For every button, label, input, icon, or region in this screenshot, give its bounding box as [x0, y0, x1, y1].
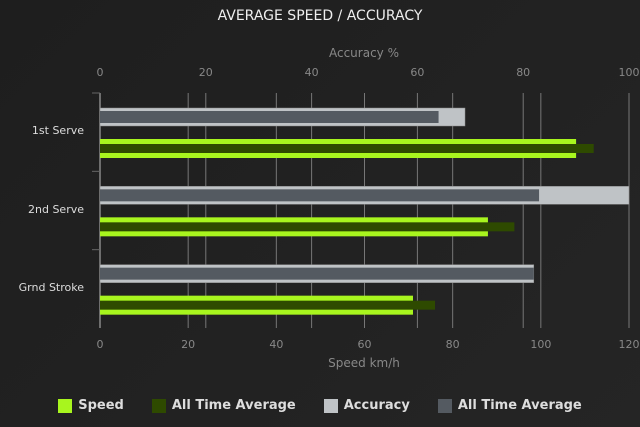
bar-speed-average — [100, 222, 515, 232]
top-tick-label: 20 — [198, 66, 213, 79]
top-tick-label: 0 — [96, 66, 104, 79]
legend-swatch — [151, 398, 166, 413]
category-label: 2nd Serve — [28, 202, 84, 216]
legend-label: All Time Average — [171, 398, 296, 413]
bar-speed-average — [100, 300, 436, 310]
legend: Speed All Time Average Accuracy All Time Av… — [0, 398, 640, 413]
category-label: 1st Serve — [31, 124, 84, 138]
bottom-tick-label: 60 — [357, 338, 372, 351]
legend-item[interactable]: Accuracy — [323, 398, 410, 413]
bar-speed-average — [100, 144, 594, 153]
bottom-axis-label: Speed km/h — [328, 356, 400, 370]
legend-item[interactable]: All Time Average — [151, 398, 296, 413]
legend-swatch — [437, 398, 452, 413]
chart-title: AVERAGE SPEED / ACCURACY — [217, 8, 423, 24]
bottom-tick-label: 20 — [181, 338, 196, 351]
legend-label: Speed — [78, 398, 124, 413]
top-axis-label: Accuracy % — [328, 46, 399, 60]
top-tick-label: 100 — [618, 66, 640, 79]
top-tick-label: 80 — [516, 66, 531, 79]
bar-accuracy-average — [100, 189, 540, 202]
category-label: Grnd Stroke — [18, 280, 84, 294]
top-tick-label: 40 — [304, 66, 319, 79]
bottom-tick-label: 40 — [269, 338, 284, 351]
legend-swatch — [323, 398, 338, 413]
legend-label: Accuracy — [343, 398, 410, 413]
bar-accuracy-average — [100, 111, 439, 123]
legend-swatch — [58, 398, 73, 413]
legend-item[interactable]: All Time Average — [437, 398, 582, 413]
bottom-tick-label: 100 — [530, 338, 552, 351]
legend-item[interactable]: Speed — [58, 398, 124, 413]
bottom-tick-label: 0 — [96, 338, 104, 351]
bottom-tick-label: 120 — [618, 338, 640, 351]
legend-label: All Time Average — [457, 398, 582, 413]
bottom-tick-label: 80 — [445, 338, 460, 351]
bar-accuracy-average — [100, 267, 534, 280]
top-tick-label: 60 — [410, 66, 425, 79]
